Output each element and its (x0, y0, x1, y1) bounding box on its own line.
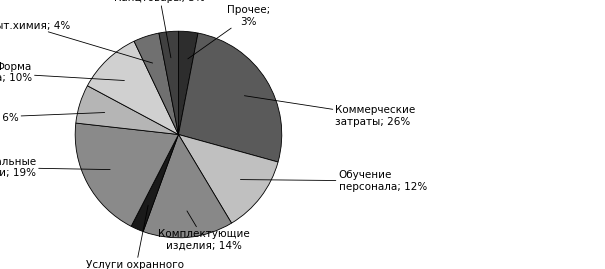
Text: Услуги охранного
агентства; 2%: Услуги охранного агентства; 2% (86, 205, 184, 269)
Wedge shape (134, 33, 178, 134)
Wedge shape (75, 123, 178, 226)
Text: Комплектующие
изделия; 14%: Комплектующие изделия; 14% (159, 211, 250, 251)
Text: Коммунальные
услуги; 19%: Коммунальные услуги; 19% (0, 157, 110, 178)
Wedge shape (143, 134, 232, 238)
Wedge shape (76, 86, 178, 134)
Wedge shape (88, 41, 178, 134)
Wedge shape (131, 134, 178, 232)
Text: Услуги связи; 6%: Услуги связи; 6% (0, 112, 105, 123)
Text: Коммерческие
затраты; 26%: Коммерческие затраты; 26% (244, 96, 416, 127)
Wedge shape (178, 134, 278, 223)
Text: Быт.химия; 4%: Быт.химия; 4% (0, 21, 152, 63)
Text: Обучение
персонала; 12%: Обучение персонала; 12% (240, 170, 427, 192)
Wedge shape (159, 31, 178, 134)
Text: Канцтовары; 3%: Канцтовары; 3% (114, 0, 205, 58)
Text: Прочее;
3%: Прочее; 3% (188, 5, 270, 59)
Wedge shape (178, 31, 198, 134)
Wedge shape (178, 33, 282, 162)
Text: Форма
персонала; 10%: Форма персонала; 10% (0, 62, 125, 83)
